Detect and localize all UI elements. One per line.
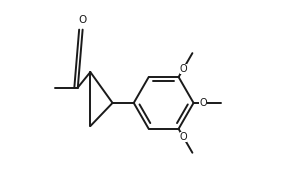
Text: O: O: [180, 64, 187, 74]
Text: O: O: [199, 98, 207, 108]
Text: O: O: [180, 132, 187, 142]
Text: O: O: [78, 15, 87, 25]
